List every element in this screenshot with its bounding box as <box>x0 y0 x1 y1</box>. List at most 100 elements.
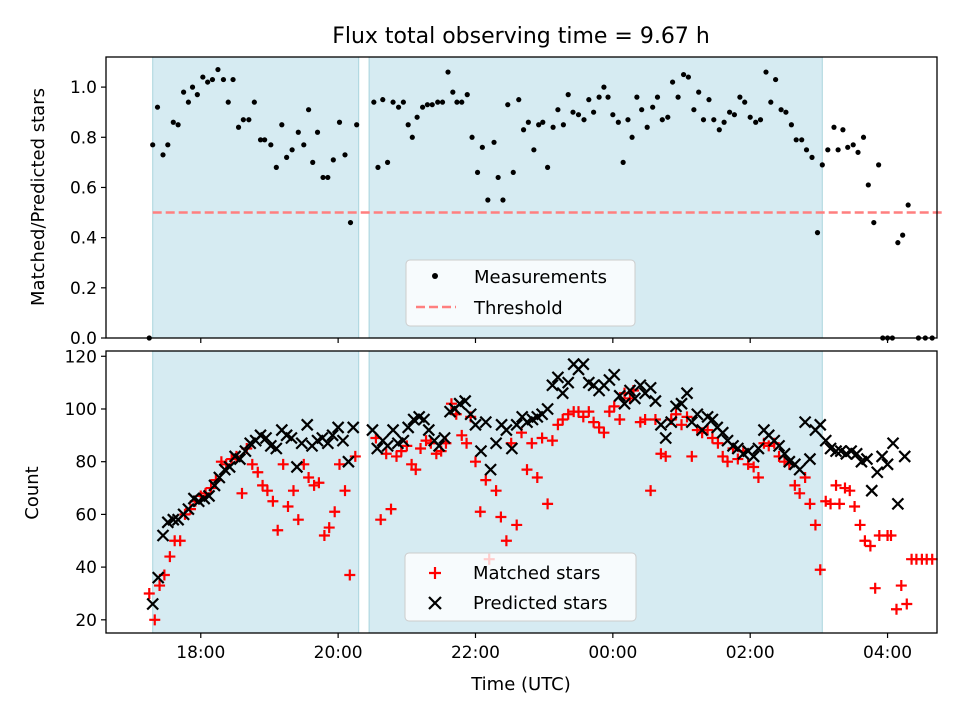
measurement-point <box>691 107 697 113</box>
matched-stars-point <box>391 450 403 462</box>
predicted-stars-point <box>623 384 637 397</box>
matched-stars-point <box>349 450 361 462</box>
measurement-point <box>474 169 481 176</box>
matched-stars-point <box>267 495 279 507</box>
matched-stars-point <box>859 535 871 547</box>
measurement-point <box>395 104 402 110</box>
measurement-point <box>330 157 336 163</box>
measurement-point <box>215 66 221 73</box>
matched-stars-point <box>164 551 176 563</box>
measurement-point <box>803 147 810 153</box>
y-tick-label: 20 <box>75 611 97 631</box>
x-tick-label: 04:00 <box>863 643 912 663</box>
measurement-point <box>596 94 602 100</box>
measurement-point <box>209 76 216 83</box>
measurement-point <box>716 127 722 133</box>
predicted-stars-point <box>208 479 221 492</box>
predicted-stars-point <box>458 394 472 408</box>
predicted-stars-point <box>438 431 451 445</box>
top-legend-box <box>405 259 636 327</box>
matched-stars-point <box>639 414 651 426</box>
measurement-point <box>200 74 206 80</box>
predicted-stars-point <box>342 455 355 468</box>
x-tick-label: 18:00 <box>176 643 225 663</box>
predicted-stars-point <box>151 571 165 584</box>
y-tick-label: 1.0 <box>70 78 97 98</box>
measurement-point <box>644 124 650 130</box>
measurement-point <box>731 112 738 118</box>
matched-stars-point <box>282 500 294 512</box>
measurement-point <box>235 124 242 130</box>
predicted-stars-point <box>778 447 791 461</box>
y-tick-label: 100 <box>65 400 97 420</box>
x-tick-label: 02:00 <box>726 643 775 663</box>
matched-stars-point <box>445 398 457 410</box>
matched-stars-point <box>401 440 413 452</box>
measurement-point <box>860 134 867 140</box>
legend-threshold-label: Threshold <box>473 298 563 319</box>
predicted-stars-point <box>886 436 900 450</box>
measurement-point <box>845 144 851 150</box>
y-tick-label: 120 <box>65 347 97 367</box>
measurement-point <box>840 127 846 133</box>
predicted-stars-point <box>685 415 699 429</box>
measurement-point <box>273 164 279 170</box>
measurement-point <box>773 76 779 83</box>
measurement-point <box>591 109 597 115</box>
matched-stars-point <box>890 603 902 615</box>
measurement-point <box>429 102 435 108</box>
matched-stars-point <box>292 514 304 526</box>
predicted-stars-point <box>331 421 345 434</box>
matched-stars-point <box>261 485 273 497</box>
measurement-point <box>485 197 491 203</box>
matched-stars-point <box>415 443 427 455</box>
predicted-stars-point <box>747 450 760 463</box>
predicted-stars-point <box>366 423 379 437</box>
measurement-point <box>895 240 901 246</box>
measurement-point <box>565 92 571 98</box>
measurement-point <box>601 84 607 90</box>
matched-stars-point <box>885 529 897 541</box>
predicted-stars-point <box>541 402 554 416</box>
measurement-point <box>544 164 551 170</box>
matched-stars-point <box>712 437 724 449</box>
matched-stars-point <box>552 419 564 431</box>
bottom-legend-box <box>404 552 637 622</box>
measurement-point <box>560 122 566 128</box>
measurement-point <box>479 144 485 150</box>
predicted-stars-point <box>829 444 843 458</box>
measurement-point <box>445 69 451 75</box>
legend-matched-marker <box>429 567 441 579</box>
measurement-point <box>251 99 257 105</box>
predicted-stars-point <box>422 423 436 437</box>
predicted-stars-point <box>500 423 513 437</box>
measurement-point <box>495 174 501 181</box>
measurement-point <box>246 117 252 123</box>
predicted-stars-point <box>464 407 477 421</box>
measurement-point <box>625 117 631 123</box>
matched-stars-point <box>536 432 548 444</box>
predicted-stars-point <box>290 460 304 474</box>
predicted-stars-point <box>675 397 688 410</box>
measurement-point <box>831 124 837 130</box>
matched-stars-point <box>573 406 585 418</box>
measurement-point <box>581 117 587 123</box>
predicted-stars-point <box>336 434 350 447</box>
measurement-point <box>380 97 386 103</box>
measurement-point <box>629 134 635 140</box>
y-tick-label: 60 <box>75 505 97 525</box>
predicted-stars-point <box>803 452 817 466</box>
measurement-point <box>615 119 621 125</box>
y-tick-label: 0.2 <box>70 279 97 299</box>
predicted-stars-point <box>752 442 765 455</box>
predicted-stars-point <box>510 418 523 432</box>
matched-stars-point <box>469 456 481 468</box>
matched-stars-point <box>645 485 657 497</box>
measurement-point <box>510 169 516 176</box>
predicted-stars-point <box>691 407 704 421</box>
measurement-point <box>550 124 556 130</box>
y-tick-label: 0.6 <box>70 178 97 198</box>
predicted-stars-point <box>664 415 678 429</box>
predicted-stars-point <box>793 463 806 476</box>
matched-stars-point <box>521 464 533 476</box>
